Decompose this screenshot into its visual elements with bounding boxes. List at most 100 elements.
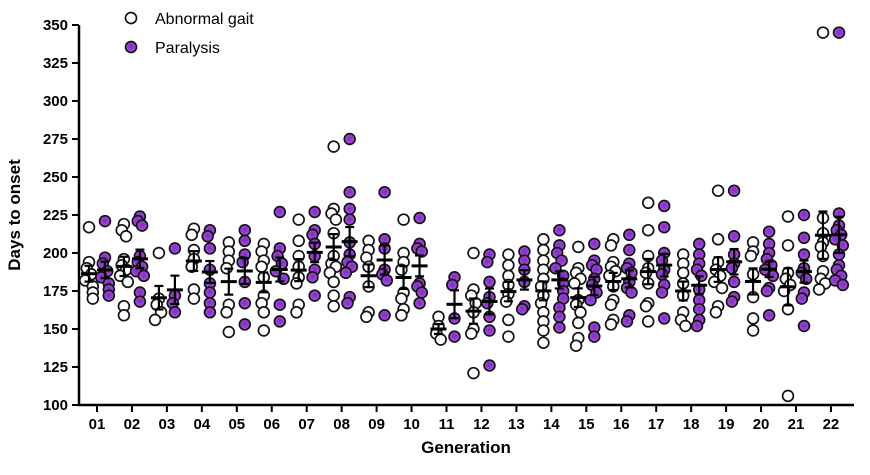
data-point-abnormal-gait xyxy=(641,196,655,210)
data-point-paralysis xyxy=(797,231,811,245)
y-tick-label: 150 xyxy=(43,321,68,338)
data-point-paralysis xyxy=(102,289,116,302)
error-bar-abnormal-gait xyxy=(395,264,412,291)
data-point-abnormal-gait xyxy=(816,26,830,39)
data-point-abnormal-gait xyxy=(641,223,655,237)
data-point-abnormal-gait xyxy=(187,292,201,305)
data-point-abnormal-gait xyxy=(397,213,410,226)
x-tick-label: 13 xyxy=(508,416,525,433)
error-bar-paralysis xyxy=(411,254,428,278)
data-point-paralysis xyxy=(553,310,566,324)
data-point-abnormal-gait xyxy=(569,339,583,352)
data-point-paralysis xyxy=(623,243,636,257)
data-point-abnormal-gait xyxy=(255,260,268,273)
data-point-paralysis xyxy=(273,298,287,311)
data-point-abnormal-gait xyxy=(641,315,655,328)
data-point-paralysis xyxy=(588,237,601,251)
y-tick-label: 175 xyxy=(43,283,68,300)
data-point-abnormal-gait xyxy=(572,316,585,330)
data-point-abnormal-gait xyxy=(639,299,653,313)
x-tick-label: 20 xyxy=(753,416,770,433)
data-point-abnormal-gait xyxy=(465,327,478,340)
x-tick-label: 15 xyxy=(578,416,595,433)
x-tick-label: 08 xyxy=(333,416,350,433)
error-bar-abnormal-gait xyxy=(325,233,342,262)
data-point-abnormal-gait xyxy=(327,299,340,313)
error-bar-paralysis xyxy=(656,252,673,278)
legend-label-abnormal-gait: Abnormal gait xyxy=(155,11,254,28)
data-point-paralysis xyxy=(483,324,496,337)
y-tick-label: 325 xyxy=(43,55,68,72)
x-axis-title: Generation xyxy=(421,438,511,457)
data-point-abnormal-gait xyxy=(292,213,305,226)
y-tick-label: 350 xyxy=(43,17,68,34)
data-point-abnormal-gait xyxy=(121,275,135,289)
data-point-abnormal-gait xyxy=(257,306,271,319)
error-bar-paralysis xyxy=(586,275,603,297)
data-point-abnormal-gait xyxy=(574,306,587,319)
data-point-abnormal-gait xyxy=(781,210,795,223)
error-bar-abnormal-gait xyxy=(745,267,762,296)
data-point-paralysis xyxy=(133,295,147,308)
data-point-abnormal-gait xyxy=(812,283,826,296)
error-bar-paralysis xyxy=(551,270,568,290)
data-point-abnormal-gait xyxy=(327,289,340,302)
data-point-abnormal-gait xyxy=(395,309,408,322)
x-tick-label: 06 xyxy=(263,416,280,433)
data-point-paralysis xyxy=(238,296,252,310)
data-point-abnormal-gait xyxy=(257,324,271,337)
data-point-paralysis xyxy=(692,302,706,316)
data-point-paralysis xyxy=(797,208,811,222)
data-point-paralysis xyxy=(795,292,809,305)
data-point-paralysis xyxy=(655,286,669,299)
data-point-abnormal-gait xyxy=(327,275,340,289)
error-bar-paralysis xyxy=(516,269,533,291)
error-bar-abnormal-gait xyxy=(465,297,482,325)
legend-label-paralysis: Paralysis xyxy=(155,40,220,57)
data-point-abnormal-gait xyxy=(715,281,729,295)
data-point-abnormal-gait xyxy=(746,324,760,337)
data-point-paralysis xyxy=(135,219,149,232)
data-point-paralysis xyxy=(692,237,706,251)
data-point-paralysis xyxy=(308,205,321,219)
data-point-paralysis xyxy=(623,228,636,242)
legend: Abnormal gait Paralysis xyxy=(124,11,254,57)
error-bar-abnormal-gait xyxy=(605,271,622,292)
error-bar-paralysis xyxy=(376,244,393,276)
data-point-paralysis xyxy=(553,223,566,237)
x-tick-label: 21 xyxy=(788,416,805,433)
error-bar-abnormal-gait xyxy=(430,322,447,336)
data-point-paralysis xyxy=(378,309,391,322)
data-point-abnormal-gait xyxy=(711,184,725,197)
data-point-paralysis xyxy=(203,242,217,255)
data-point-abnormal-gait xyxy=(711,233,725,246)
error-bar-abnormal-gait xyxy=(500,280,517,303)
y-tick-label: 275 xyxy=(43,131,68,148)
error-bar-abnormal-gait xyxy=(115,255,132,278)
data-point-paralysis xyxy=(832,26,846,39)
error-bar-paralysis xyxy=(306,241,323,264)
error-bar-paralysis xyxy=(201,259,218,285)
data-point-abnormal-gait xyxy=(746,312,760,325)
data-point-paralysis xyxy=(380,274,394,287)
data-point-paralysis xyxy=(98,214,112,228)
data-point-abnormal-gait xyxy=(781,389,795,403)
data-point-abnormal-gait xyxy=(604,318,618,331)
data-point-paralysis xyxy=(760,284,774,298)
x-tick-label: 04 xyxy=(194,416,211,433)
data-point-paralysis xyxy=(413,296,426,310)
data-point-abnormal-gait xyxy=(467,246,480,260)
data-point-paralysis xyxy=(762,225,776,238)
data-point-paralysis xyxy=(339,266,353,280)
y-tick-label: 200 xyxy=(43,245,68,262)
x-tick-label: 12 xyxy=(473,416,490,433)
error-bar-paralysis xyxy=(726,247,743,276)
data-point-paralysis xyxy=(481,296,494,310)
data-point-paralysis xyxy=(201,230,214,243)
data-point-paralysis xyxy=(238,234,252,248)
y-tick-label: 300 xyxy=(43,93,68,110)
data-point-paralysis xyxy=(483,275,496,289)
data-point-abnormal-gait xyxy=(676,266,690,280)
